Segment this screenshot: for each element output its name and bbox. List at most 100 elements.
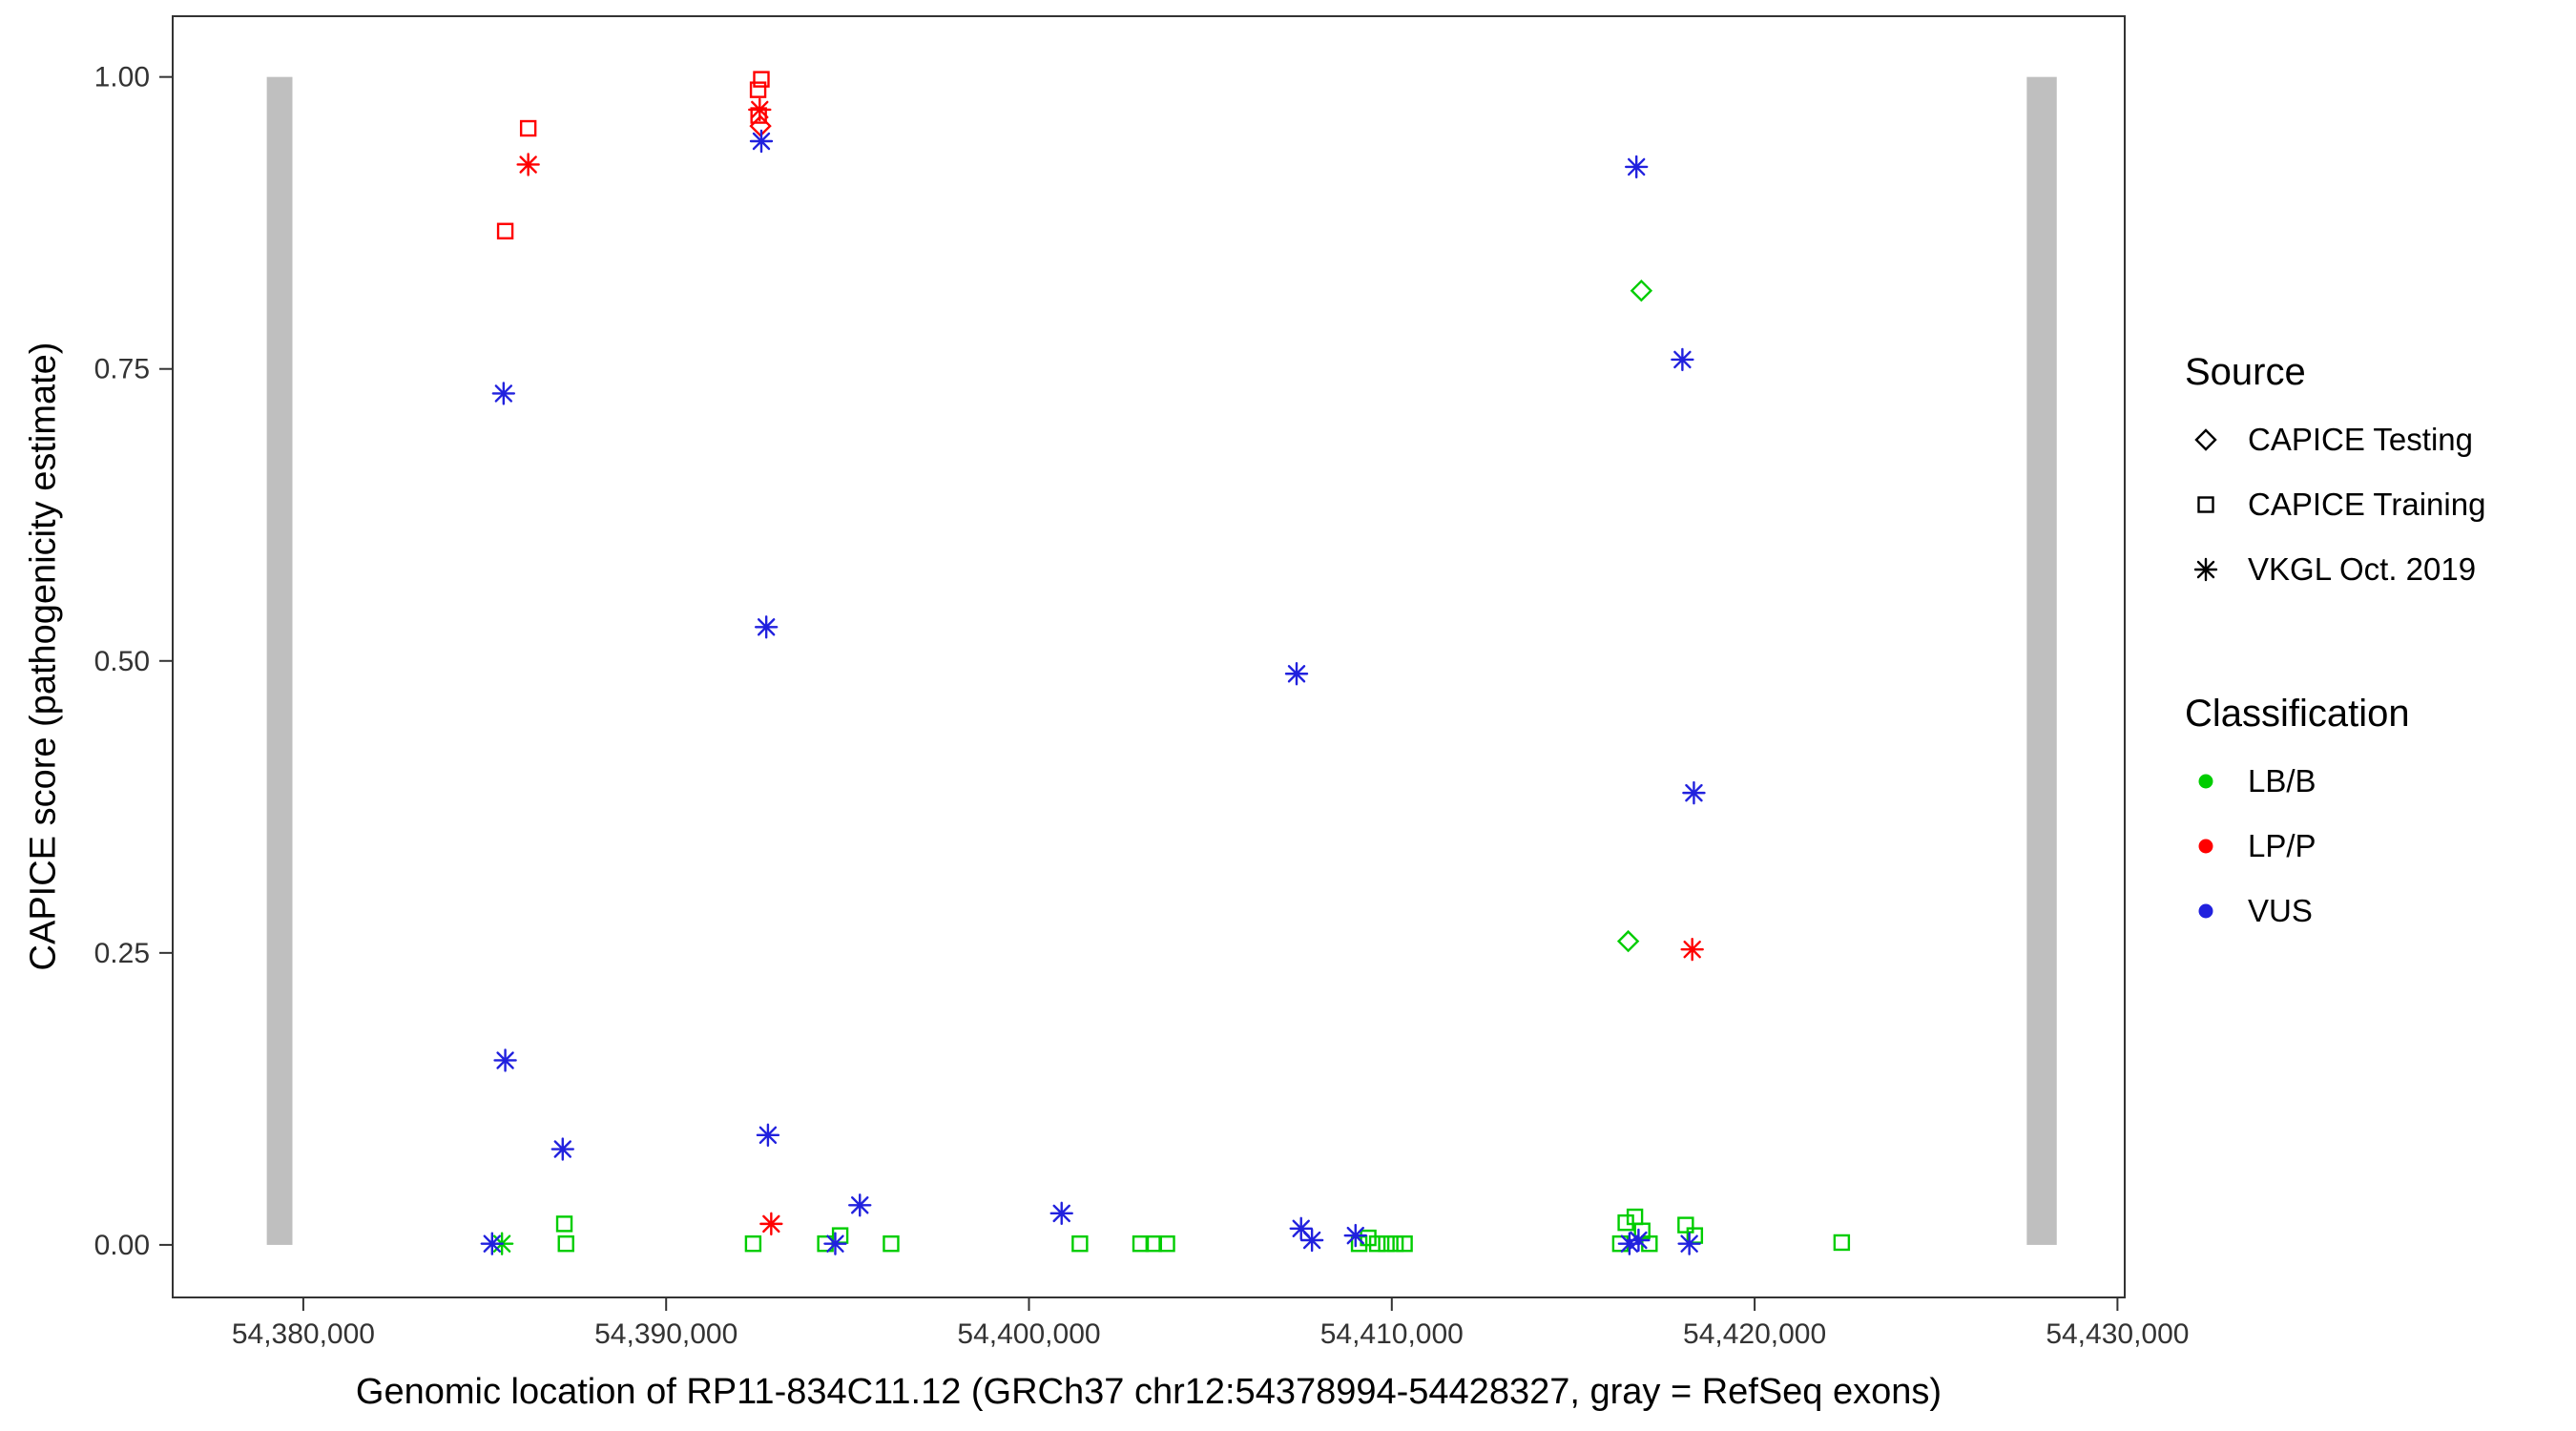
- data-point-square: [753, 71, 770, 88]
- data-point-square: [883, 1234, 900, 1253]
- data-point-square: [1145, 1234, 1162, 1253]
- square-marker: [1368, 1234, 1386, 1253]
- data-point-asterisk: [754, 615, 779, 639]
- asterisk-arm: [751, 100, 769, 119]
- asterisk-arm: [519, 156, 537, 174]
- dot-icon: [2198, 903, 2213, 919]
- legend-item-capice-training: CAPICE Training: [2185, 472, 2485, 537]
- data-point-asterisk: [1343, 1223, 1367, 1248]
- square-marker: [1677, 1216, 1694, 1234]
- legend-item-label: LP/P: [2248, 828, 2316, 863]
- data-point-asterisk: [1677, 1232, 1701, 1255]
- asterisk-arm: [1673, 350, 1692, 369]
- asterisk-arm: [483, 1234, 502, 1253]
- square-icon: [2197, 496, 2214, 513]
- data-point-square: [744, 1234, 762, 1253]
- data-point-square: [1617, 1213, 1634, 1232]
- data-point-asterisk: [823, 1232, 847, 1255]
- square-marker: [1378, 1234, 1395, 1253]
- square-marker: [1626, 1208, 1644, 1226]
- asterisk-arm: [1346, 1226, 1364, 1245]
- dot-icon-shape: [2198, 774, 2213, 789]
- legend-symbol: [2185, 484, 2227, 526]
- square-marker: [753, 71, 770, 88]
- square-marker: [883, 1234, 900, 1253]
- asterisk-arm: [2196, 560, 2215, 579]
- legend: Source CAPICE Testing CAPICE Training VKGL…: [2185, 351, 2485, 944]
- x-tick-label: 54,380,000: [232, 1318, 375, 1350]
- diamond-marker: [2194, 428, 2217, 451]
- dot-icon-shape: [2198, 903, 2213, 919]
- square-marker: [1145, 1234, 1162, 1253]
- legend-item-vkgl-oct-2019: VKGL Oct. 2019: [2185, 537, 2485, 602]
- data-point-asterisk: [516, 153, 540, 176]
- square-marker: [744, 1234, 762, 1253]
- asterisk-arm: [851, 1196, 869, 1214]
- legend-item-vus: VUS: [2185, 879, 2485, 944]
- asterisk-arm: [762, 1214, 780, 1234]
- data-point-asterisk: [1671, 347, 1694, 372]
- legend-title-source: Source: [2185, 351, 2306, 393]
- data-point-asterisk: [480, 1232, 505, 1255]
- data-point-diamond: [1616, 929, 1640, 953]
- legend-item-label: CAPICE Training: [2248, 487, 2486, 522]
- x-tick-label: 54,390,000: [594, 1318, 737, 1350]
- square-marker: [1158, 1234, 1175, 1253]
- square-marker: [1833, 1234, 1851, 1252]
- legend-item-lb-b: LB/B: [2185, 749, 2485, 814]
- data-point-square: [1833, 1234, 1851, 1252]
- asterisk-arm: [1052, 1204, 1070, 1223]
- data-point-asterisk: [756, 1123, 780, 1148]
- x-tick-label: 54,410,000: [1320, 1318, 1464, 1350]
- square-marker: [749, 81, 767, 98]
- asterisk-arm: [757, 618, 776, 636]
- asterisk-arm: [752, 132, 771, 151]
- data-point-square: [1360, 1229, 1377, 1247]
- legend-item-label: LB/B: [2248, 763, 2316, 798]
- y-axis-title: CAPICE score (pathogenicity estimate): [23, 342, 64, 971]
- x-tick-label: 54,400,000: [957, 1318, 1100, 1350]
- y-tick-label: 0.00: [94, 1230, 150, 1261]
- legend-symbol: [2185, 549, 2227, 591]
- data-point-square: [1378, 1234, 1395, 1253]
- legend-item-lp-p: LP/P: [2185, 814, 2485, 879]
- legend-items-source: CAPICE Testing CAPICE Training VKGL Oct. 2…: [2185, 407, 2485, 602]
- data-point-square: [1158, 1234, 1175, 1253]
- data-point-asterisk: [1682, 780, 1706, 805]
- data-point-asterisk: [1049, 1201, 1073, 1226]
- asterisk-arm: [1680, 1234, 1698, 1253]
- legend-item-capice-testing: CAPICE Testing: [2185, 407, 2485, 472]
- data-point-square: [749, 81, 767, 98]
- asterisk-arm: [1683, 940, 1701, 959]
- square-marker: [557, 1234, 574, 1253]
- legend-item-label: VUS: [2248, 893, 2313, 928]
- data-point-asterisk: [749, 129, 774, 154]
- legend-items-classification: LB/B LP/P VUS: [2185, 749, 2485, 944]
- data-point-asterisk: [1680, 937, 1704, 962]
- asterisk-arm: [1685, 783, 1703, 802]
- legend-title-classification: Classification: [2185, 693, 2410, 735]
- square-marker: [1360, 1229, 1377, 1247]
- dot-icon-shape: [2198, 839, 2213, 854]
- dot-icon: [2198, 839, 2213, 854]
- data-point-square: [1677, 1216, 1694, 1234]
- legend-group-classification: Classification LB/B LP/P VUS: [2185, 693, 2485, 944]
- square-marker: [1617, 1213, 1634, 1232]
- asterisk-arm: [553, 1140, 571, 1158]
- data-point-square: [555, 1215, 573, 1233]
- data-point-asterisk: [848, 1193, 872, 1217]
- legend-item-label: CAPICE Testing: [2248, 422, 2473, 457]
- data-point-asterisk: [1299, 1228, 1324, 1253]
- legend-group-source: Source CAPICE Testing CAPICE Training VKGL…: [2185, 351, 2485, 602]
- data-point-square: [1626, 1208, 1644, 1226]
- data-point-square: [519, 119, 537, 137]
- square-marker: [1132, 1234, 1150, 1253]
- data-point-asterisk: [1624, 155, 1649, 179]
- legend-symbol: [2185, 419, 2227, 461]
- y-tick-label: 0.25: [94, 938, 150, 969]
- data-point-asterisk: [491, 382, 516, 405]
- diamond-marker: [1616, 929, 1640, 953]
- legend-symbol: [2185, 760, 2227, 802]
